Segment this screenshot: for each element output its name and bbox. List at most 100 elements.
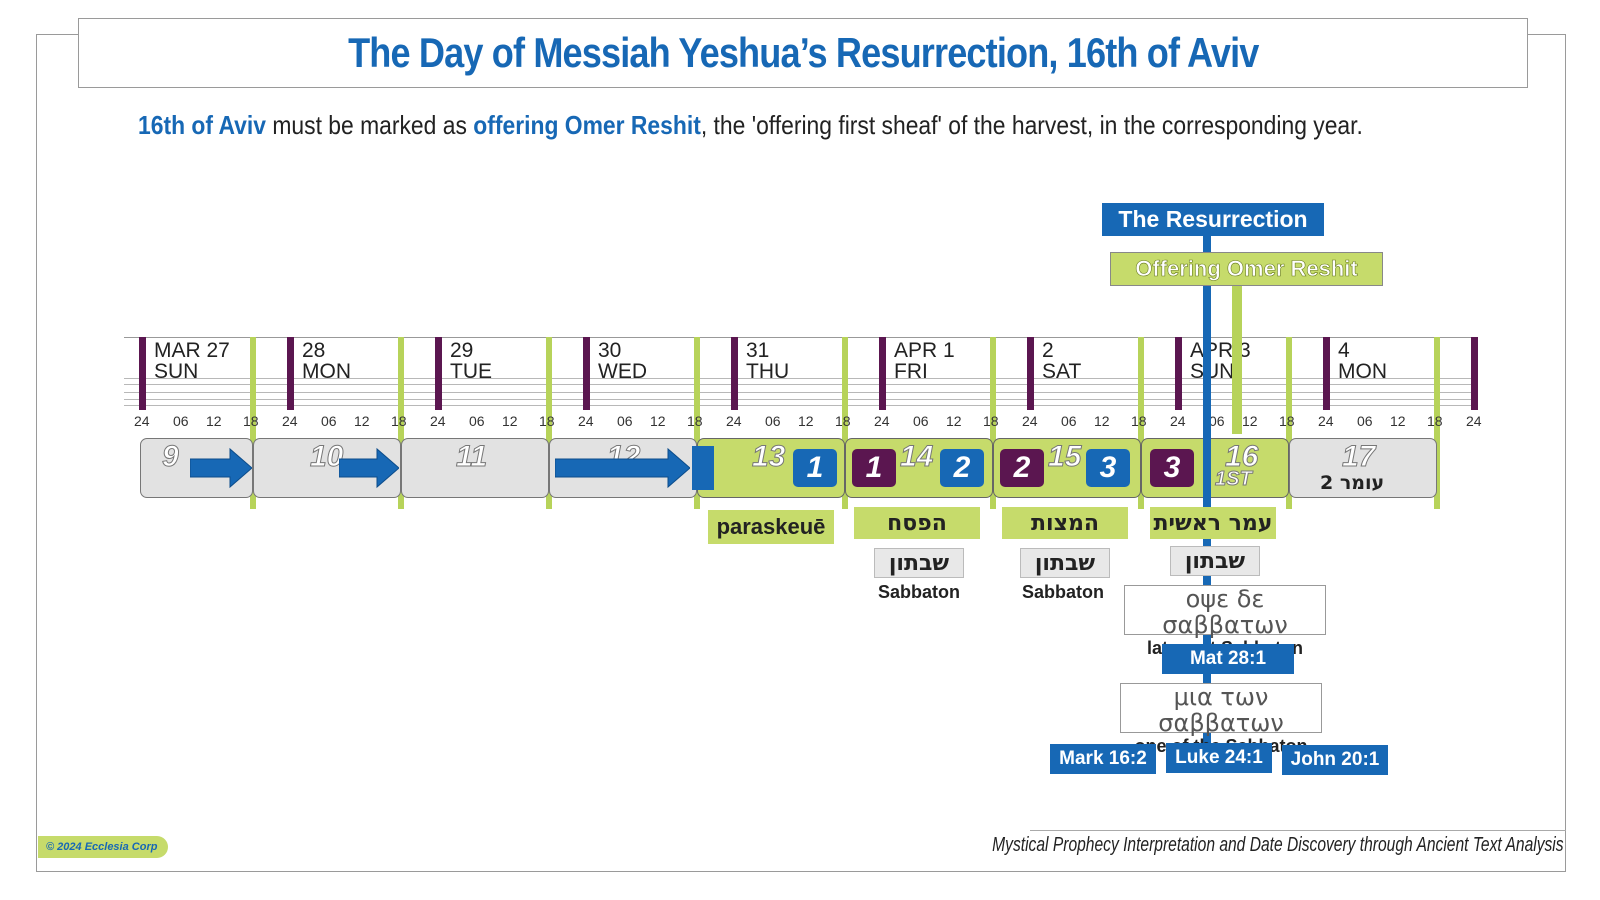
day-number: 11 <box>455 440 488 474</box>
label-sabbaton-1: Sabbaton <box>878 582 961 602</box>
timeline-guide-line <box>124 378 1478 379</box>
midnight-marker <box>287 337 294 410</box>
day-number: 15 <box>1047 440 1082 474</box>
hour-label: 18 <box>983 413 999 429</box>
sunset-marker <box>1434 337 1440 509</box>
hour-label: 06 <box>1357 413 1373 429</box>
title-box: The Day of Messiah Yeshua’s Resurrection… <box>78 18 1528 88</box>
greek-later-yet-sabbaton: οψε δε σαββατων later yet Sabbaton <box>1124 585 1326 658</box>
hour-label: 12 <box>502 413 518 429</box>
day-number: 14 <box>899 440 934 474</box>
date-label: 31 THU <box>746 340 789 382</box>
date-label: 30 WED <box>598 340 647 382</box>
hour-label: 06 <box>617 413 633 429</box>
purple-count-square: 1 <box>852 449 896 487</box>
hour-label: 12 <box>1094 413 1110 429</box>
timeline-guide-line <box>124 337 1478 338</box>
omer-reshit-label: Offering Omer Reshit <box>1110 252 1383 286</box>
midnight-marker <box>1175 337 1182 410</box>
day-number: 16 <box>1224 440 1259 474</box>
date-label: 29 TUE <box>450 340 492 382</box>
date-label: 28 MON <box>302 340 351 382</box>
hour-label: 12 <box>1242 413 1258 429</box>
date-label-line1: 4 <box>1338 339 1350 362</box>
timeline-guide-line <box>124 392 1478 393</box>
hour-label: 12 <box>798 413 814 429</box>
hour-label: 24 <box>282 413 298 429</box>
hour-label: 12 <box>946 413 962 429</box>
date-label-line2: WED <box>598 360 647 383</box>
hour-label: 24 <box>874 413 890 429</box>
resurrection-label: The Resurrection <box>1102 203 1324 236</box>
footer-tagline: Mystical Prophecy Interpretation and Dat… <box>992 834 1564 856</box>
date-label-line2: SUN <box>154 360 199 383</box>
date-label-line2: TUE <box>450 360 492 383</box>
hour-label: 06 <box>321 413 337 429</box>
subtitle: 16th of Aviv must be marked as offering … <box>138 110 1363 141</box>
greek-one-of-the-sabbaton: μια των σαββατων one of the Sabbaton <box>1120 683 1322 756</box>
label-paraskeue: paraskeuē <box>708 510 834 544</box>
blue-count-square: 3 <box>1086 449 1130 487</box>
hour-label: 06 <box>173 413 189 429</box>
date-label-line2: FRI <box>894 360 928 383</box>
sunset-marker <box>546 337 552 509</box>
date-label-line2: THU <box>746 360 790 383</box>
hour-label: 24 <box>430 413 446 429</box>
hour-label: 24 <box>726 413 742 429</box>
label-shabbaton-3: שבתון <box>1170 546 1260 576</box>
hour-label: 12 <box>650 413 666 429</box>
sunset-marker <box>398 337 404 509</box>
day-box <box>1289 438 1437 498</box>
day-box <box>401 438 549 498</box>
day-number: 17 <box>1341 440 1376 474</box>
resurrection-line <box>1203 232 1211 762</box>
hour-label: 18 <box>687 413 703 429</box>
subtitle-aviv: 16th of Aviv <box>138 110 266 140</box>
midnight-marker <box>879 337 886 410</box>
date-label: APR 1 FRI <box>894 340 955 382</box>
greek-text-1: οψε δε σαββατων <box>1162 585 1288 639</box>
hour-label: 12 <box>1390 413 1406 429</box>
label-shabbaton-2: שבתון <box>1020 548 1110 578</box>
hour-label: 18 <box>1131 413 1147 429</box>
date-label-line1: 2 <box>1042 339 1054 362</box>
greek-text-2: μια των σαββατων <box>1158 683 1284 737</box>
date-label-line1: 29 <box>450 339 474 362</box>
ref-mark-16-2: Mark 16:2 <box>1050 744 1156 774</box>
date-label-line1: APR 1 <box>894 339 955 362</box>
timeline-guide-line <box>124 399 1478 400</box>
date-label-line2: MON <box>302 360 351 383</box>
arrow-right-icon <box>190 447 252 489</box>
day-number: 9 <box>162 440 180 474</box>
hour-label: 06 <box>469 413 485 429</box>
hour-label: 24 <box>1466 413 1482 429</box>
purple-count-square: 2 <box>1000 449 1044 487</box>
hour-label: 18 <box>835 413 851 429</box>
hour-label: 24 <box>578 413 594 429</box>
date-label: 4 MON <box>1338 340 1387 382</box>
midnight-marker <box>139 337 146 410</box>
ref-luke-24-1: Luke 24:1 <box>1166 743 1272 773</box>
page-title: The Day of Messiah Yeshua’s Resurrection… <box>347 29 1259 76</box>
hour-label: 24 <box>134 413 150 429</box>
sunset-marker <box>990 337 996 509</box>
subtitle-omer: offering Omer Reshit <box>473 110 701 140</box>
sunset-marker <box>1138 337 1144 509</box>
hour-label: 24 <box>1022 413 1038 429</box>
subtitle-text-2: , the 'offering first sheaf' of the harv… <box>700 110 1363 140</box>
date-label-line1: 28 <box>302 339 326 362</box>
hour-label: 06 <box>1061 413 1077 429</box>
copyright-badge: © 2024 Ecclesia Corp <box>38 836 168 858</box>
hour-label: 18 <box>391 413 407 429</box>
date-label: MAR 27 SUN <box>154 340 230 382</box>
day-16-first: 1ST <box>1215 468 1253 491</box>
label-sabbaton-2: Sabbaton <box>1022 582 1105 602</box>
day-17-omer: עומר 2 <box>1320 472 1385 494</box>
hour-label: 18 <box>539 413 555 429</box>
label-pesach: הפסח <box>854 507 980 539</box>
hour-label: 24 <box>1170 413 1186 429</box>
midnight-marker <box>435 337 442 410</box>
hour-label: 18 <box>243 413 259 429</box>
midnight-marker <box>731 337 738 410</box>
hour-label: 12 <box>354 413 370 429</box>
